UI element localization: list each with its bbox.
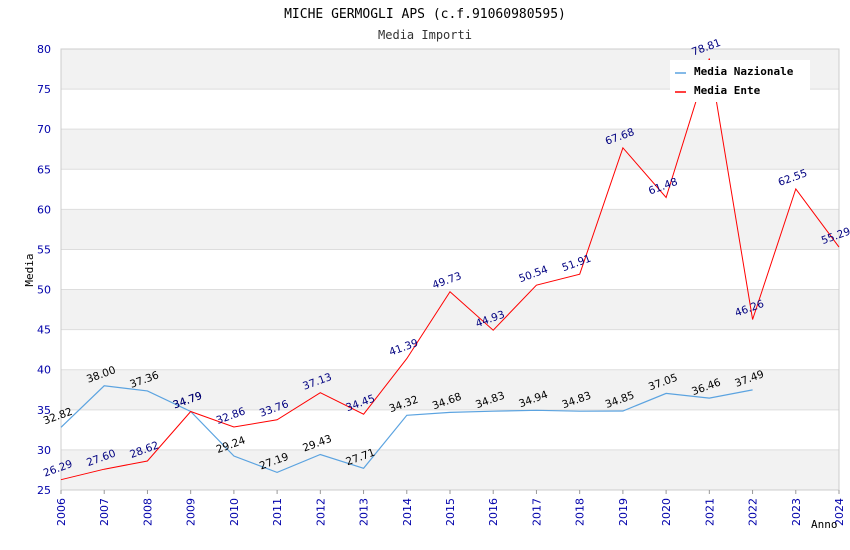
x-axis-label: Anno <box>811 518 838 531</box>
y-tick-label: 80 <box>37 43 51 56</box>
y-tick-label: 35 <box>37 404 51 417</box>
x-tick-label: 2014 <box>401 498 414 526</box>
x-tick-label: 2018 <box>574 498 587 526</box>
x-tick-label: 2015 <box>444 498 457 526</box>
data-label: 49.73 <box>431 270 463 292</box>
x-tick-label: 2022 <box>747 498 760 526</box>
grid-band <box>61 209 839 250</box>
grid-band <box>61 289 839 330</box>
y-tick-label: 70 <box>37 123 51 136</box>
x-tick-label: 2013 <box>358 498 371 526</box>
legend: Media Nazionale Media Ente <box>670 60 810 102</box>
x-tick-label: 2006 <box>55 498 68 526</box>
data-label: 41.39 <box>388 337 420 359</box>
series-line-nazionale <box>60 385 753 474</box>
x-tick-label: 2010 <box>228 498 241 526</box>
plot-frame <box>60 48 840 491</box>
x-tick-label: 2020 <box>660 498 673 526</box>
x-tick-label: 2016 <box>487 498 500 526</box>
x-tick-label: 2011 <box>271 498 284 526</box>
x-tick-label: 2019 <box>617 498 630 526</box>
chart-subtitle: Media Importi <box>378 28 472 42</box>
y-tick-label: 75 <box>37 83 51 96</box>
y-tick-label: 40 <box>37 364 51 377</box>
y-tick-label: 60 <box>37 203 51 216</box>
x-tick-label: 2012 <box>314 498 327 526</box>
x-tick-label: 2023 <box>790 498 803 526</box>
y-axis-ticks: 25 30 35 40 45 50 55 60 65 70 75 80 <box>37 43 51 497</box>
grid-band <box>61 449 839 490</box>
data-label: 62.55 <box>777 167 809 189</box>
legend-label-nazionale: Media Nazionale <box>694 65 794 78</box>
x-tick-label: 2021 <box>703 498 716 526</box>
grid-band <box>61 129 839 170</box>
grid-lines <box>60 48 840 491</box>
grid-band <box>61 369 839 410</box>
y-tick-label: 45 <box>37 324 51 337</box>
x-tick-label: 2024 <box>833 498 846 526</box>
y-tick-label: 50 <box>37 284 51 297</box>
series-line-ente <box>60 58 840 481</box>
chart-title: MICHE GERMOGLI APS (c.f.91060980595) <box>284 7 566 22</box>
x-tick-label: 2017 <box>530 498 543 526</box>
x-tick-label: 2008 <box>141 498 154 526</box>
grid-bands <box>61 49 839 490</box>
y-tick-label: 25 <box>37 484 51 497</box>
legend-box <box>670 60 810 102</box>
x-tick-label: 2009 <box>185 498 198 526</box>
y-tick-label: 65 <box>37 163 51 176</box>
x-tick-label: 2007 <box>98 498 111 526</box>
y-axis-label: Media <box>23 253 36 286</box>
series-lines <box>60 58 840 481</box>
y-tick-label: 55 <box>37 243 51 256</box>
y-tick-label: 30 <box>37 444 51 457</box>
x-axis-ticks: 2006 2007 2008 2009 2010 2011 2012 2013 2014 2015… <box>55 490 846 526</box>
legend-label-ente: Media Ente <box>694 84 761 97</box>
data-label: 51.91 <box>560 253 592 275</box>
data-label: 50.54 <box>517 264 550 286</box>
